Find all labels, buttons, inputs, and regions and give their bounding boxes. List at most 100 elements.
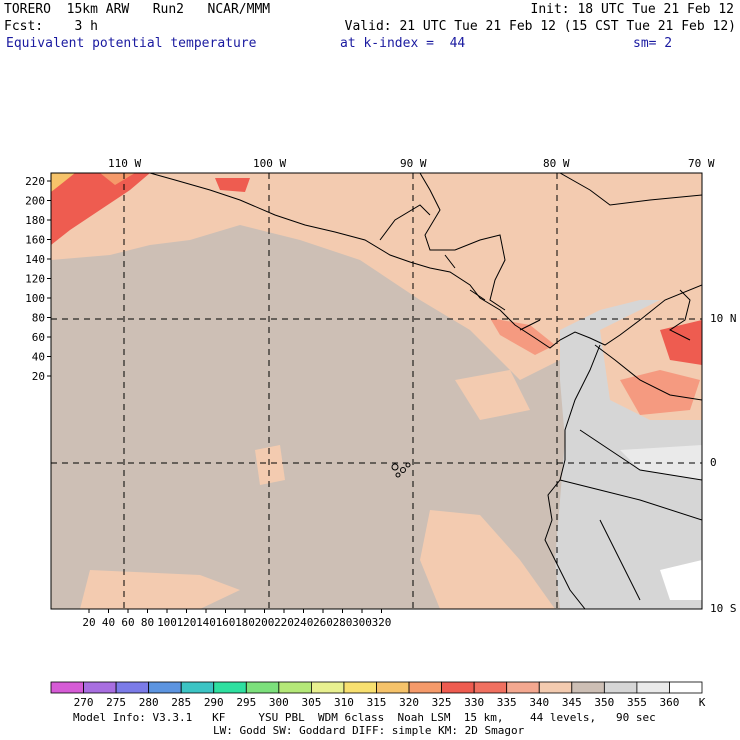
physics-info: LW: Godd SW: Goddard DIFF: simple KM: 2D…	[213, 724, 525, 737]
x-tick-label: 200	[255, 616, 275, 629]
caribbean-coast-line	[419, 173, 506, 311]
colorbar-swatch	[310, 681, 345, 694]
lat-label-10s: 10 S	[710, 602, 737, 615]
colorbar-level-label: 280	[139, 696, 159, 709]
y-tick-label: 180	[25, 214, 45, 227]
y-tick-label: 20	[32, 370, 45, 383]
colorbar-swatch	[441, 681, 475, 694]
lon-label-90w: 90 W	[400, 157, 427, 170]
y-tick-label: 40	[32, 351, 45, 364]
field-name: Equivalent potential temperature	[6, 36, 257, 51]
colorbar-level-label: 295	[236, 696, 256, 709]
cuba-line	[559, 173, 702, 206]
y-tick-label: 220	[25, 175, 45, 188]
y-tick-label: 140	[25, 253, 45, 266]
lon-label-70w: 70 W	[688, 157, 715, 170]
x-tick-label: 180	[235, 616, 255, 629]
warm-south-patch	[420, 510, 555, 609]
warm-southwest-patch	[80, 570, 240, 609]
forecast-hour: Fcst: 3 h	[4, 19, 98, 34]
x-tick-label: 120	[177, 616, 197, 629]
lon-label-110w: 110 W	[108, 157, 142, 170]
init-time: Init: 18 UTC Tue 21 Feb 12	[530, 2, 735, 17]
hottest-corner	[51, 173, 75, 192]
colorbar-level-label: 345	[562, 696, 582, 709]
colorbar-level-label: 315	[367, 696, 387, 709]
y-tick-label: 200	[25, 195, 45, 208]
colorbar-swatch	[473, 681, 508, 694]
k-index: at k-index = 44	[340, 36, 466, 51]
x-tick-label: 20	[82, 616, 95, 629]
colorbar-level-label: 290	[204, 696, 224, 709]
y-tick-label: 80	[32, 312, 45, 325]
x-tick-label: 140	[196, 616, 216, 629]
theta-e-field	[51, 173, 702, 609]
lat-label-equator: 0	[710, 456, 717, 469]
colorbar-swatch	[245, 681, 280, 694]
colorbar: 270 275 280 285 290 295 300 305 310 315 320 325 330 3…	[50, 681, 706, 709]
colorbar-swatch	[408, 681, 442, 694]
graticule	[51, 173, 702, 609]
colorbar-level-label: 285	[171, 696, 191, 709]
coastlines	[149, 173, 702, 609]
colorbar-swatch	[538, 681, 573, 694]
plot-frame	[50, 172, 703, 610]
border-lines	[379, 204, 702, 601]
y-tick-label: 120	[25, 273, 45, 286]
colorbar-level-label: 320	[399, 696, 419, 709]
pacific-coast-line	[149, 173, 702, 349]
lon-label-80w: 80 W	[543, 157, 570, 170]
lat-label-10n: 10 N	[710, 312, 737, 325]
model-title: TORERO 15km ARW Run2 NCAR/MMM	[4, 2, 271, 17]
colorbar-swatch	[636, 681, 670, 694]
colorbar-swatch	[83, 681, 117, 694]
x-tick-label: 60	[121, 616, 134, 629]
model-info: Model Info: V3.3.1 KF YSU PBL WDM 6class…	[73, 711, 656, 724]
x-tick-label: 280	[333, 616, 353, 629]
colorbar-level-label: 335	[497, 696, 517, 709]
x-tick-label: 320	[372, 616, 392, 629]
colorbar-level-label: 310	[334, 696, 354, 709]
valid-time: Valid: 21 UTC Tue 21 Feb 12 (15 CST Tue …	[344, 19, 736, 34]
colorbar-swatch	[506, 681, 540, 694]
colorbar-level-label: 275	[106, 696, 126, 709]
colorbar-level-label: 355	[627, 696, 647, 709]
galapagos-island	[391, 463, 399, 471]
x-tick-label: 160	[216, 616, 236, 629]
colorbar-level-label: 325	[432, 696, 452, 709]
colorbar-level-label: 270	[74, 696, 94, 709]
colorbar-swatch	[376, 681, 410, 694]
colorbar-swatch	[669, 681, 703, 694]
x-tick-label: 300	[352, 616, 372, 629]
smoothing: sm= 2	[633, 36, 673, 51]
colorbar-swatch	[343, 681, 377, 694]
colorbar-level-label: 300	[269, 696, 289, 709]
x-tick-label: 220	[274, 616, 294, 629]
hot-northwest-area	[51, 173, 150, 245]
y-tick-label: 60	[32, 331, 45, 344]
colorbar-swatch	[180, 681, 215, 694]
x-tick-label: 40	[102, 616, 115, 629]
colorbar-swatch	[278, 681, 312, 694]
colorbar-level-label: 340	[529, 696, 549, 709]
south-america-coast-line	[544, 344, 601, 609]
colorbar-swatch	[571, 681, 605, 694]
lon-label-100w: 100 W	[253, 157, 287, 170]
colorbar-level-label: 350	[594, 696, 614, 709]
colorbar-swatch	[115, 681, 150, 694]
colorbar-level-label: 305	[301, 696, 321, 709]
hot-colombia	[660, 320, 702, 365]
x-tick-label: 80	[141, 616, 154, 629]
x-tick-label: 260	[313, 616, 333, 629]
colorbar-swatch	[213, 681, 247, 694]
y-tick-label: 160	[25, 234, 45, 247]
x-tick-label: 240	[294, 616, 314, 629]
colorbar-swatch	[50, 681, 84, 694]
y-tick-label: 100	[25, 292, 45, 305]
colorbar-level-label: 360	[660, 696, 680, 709]
x-tick-label: 100	[157, 616, 177, 629]
colorbar-swatch	[148, 681, 182, 694]
colorbar-swatch	[603, 681, 638, 694]
